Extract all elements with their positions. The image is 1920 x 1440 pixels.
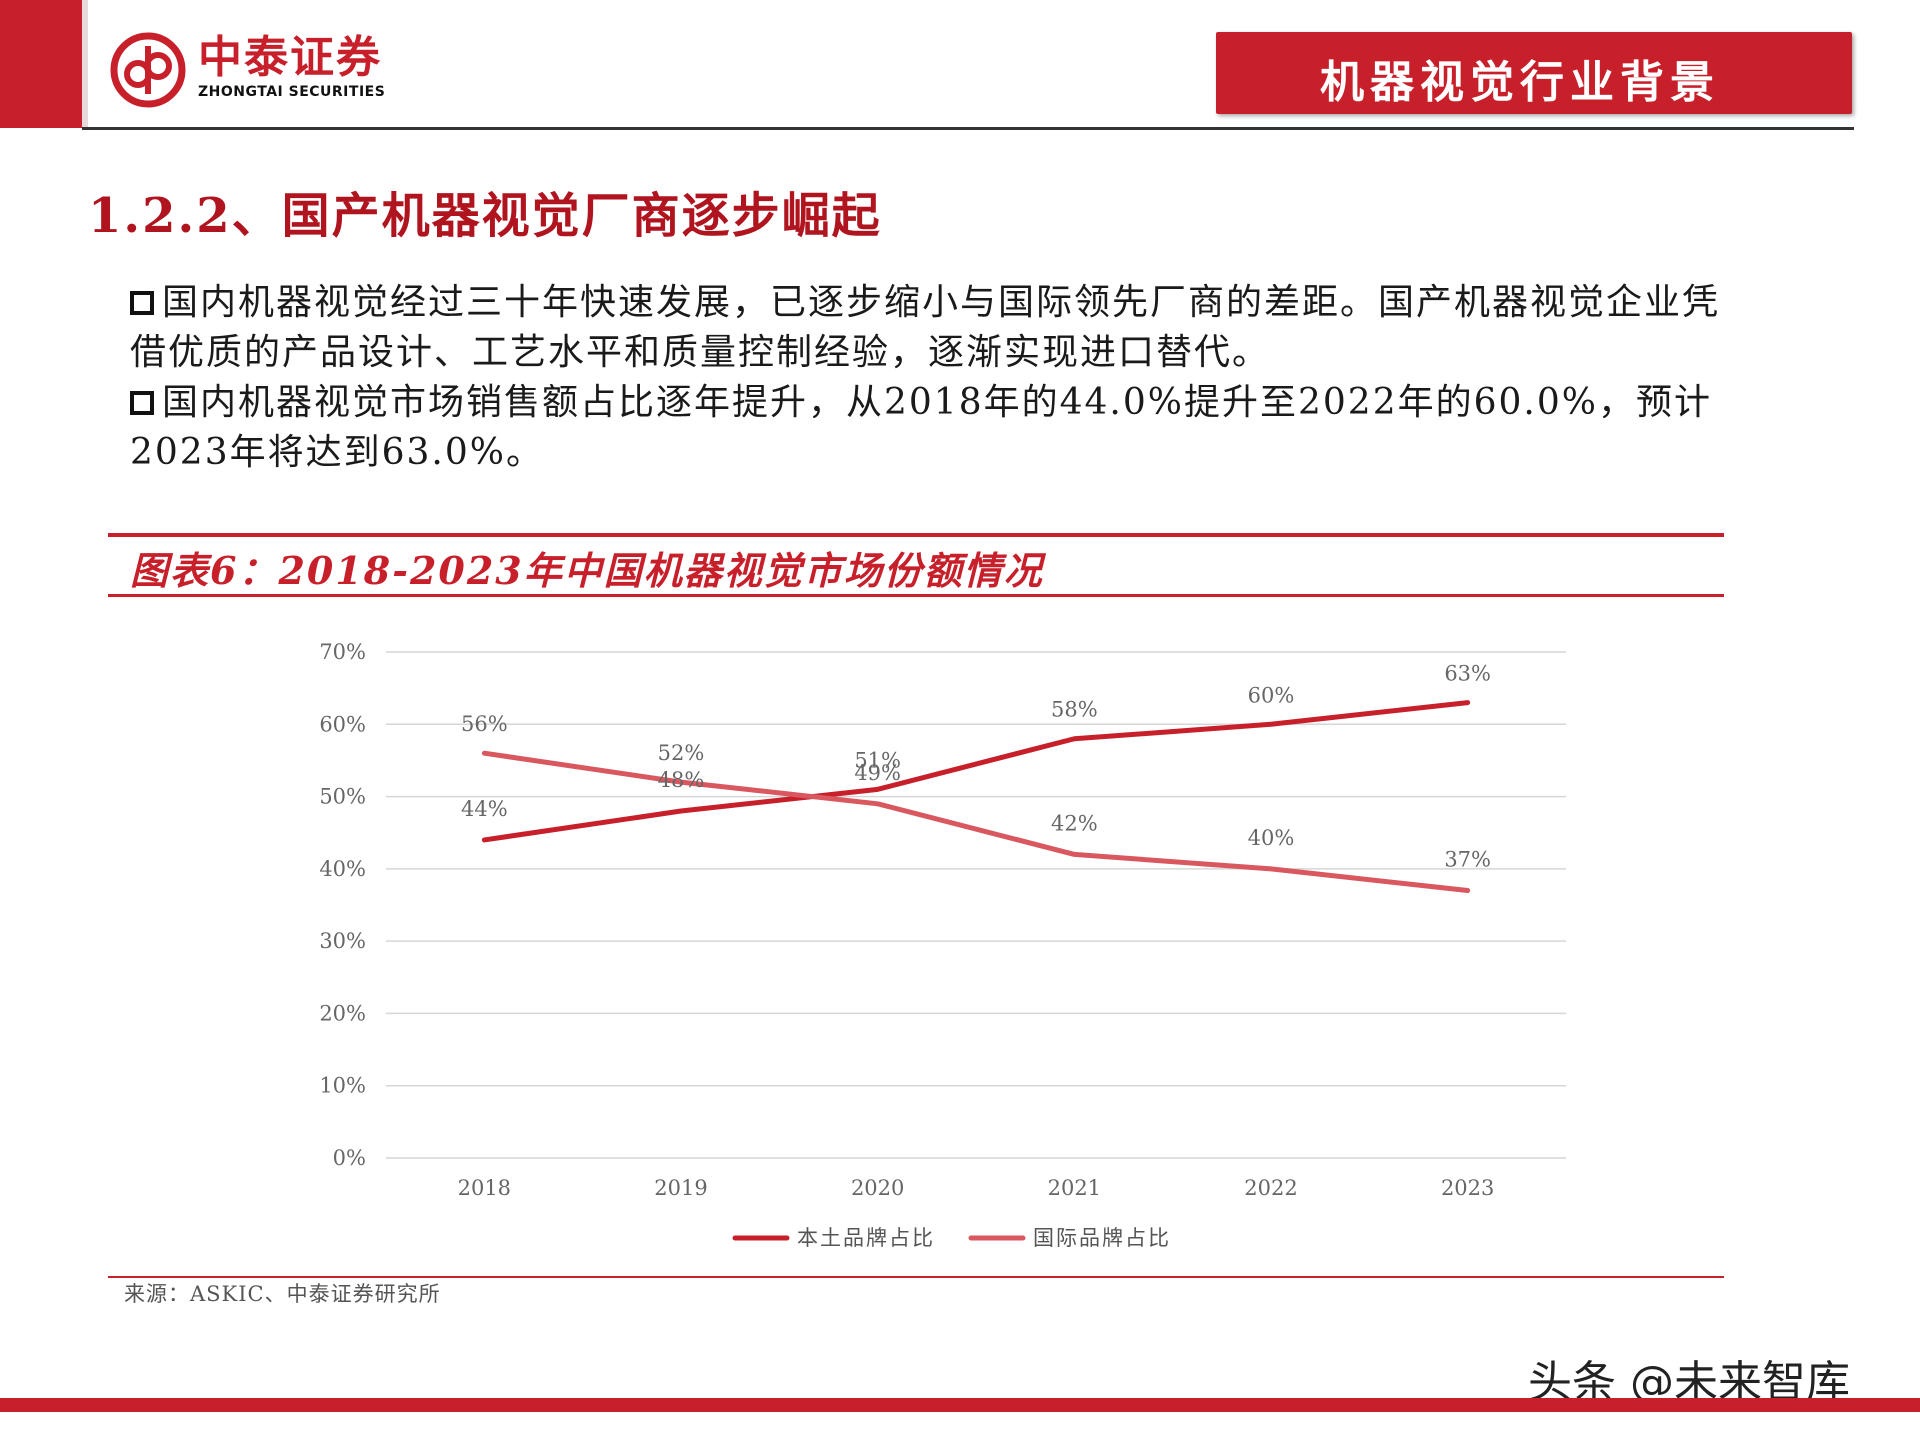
data-label: 60%: [1248, 683, 1295, 707]
y-tick-label: 10%: [319, 1074, 366, 1098]
data-label: 44%: [461, 797, 508, 821]
paragraph-2-text: 国内机器视觉市场销售额占比逐年提升，从2018年的44.0%提升至2022年的6…: [130, 382, 1712, 473]
paragraph-1-text: 国内机器视觉经过三十年快速发展，已逐步缩小与国际领先厂商的差距。国产机器视觉企业…: [130, 282, 1721, 373]
header-accent-bar: [0, 0, 82, 128]
y-tick-label: 40%: [319, 857, 366, 881]
chart-top-rule: [108, 533, 1724, 537]
banner-text: 机器视觉行业背景: [1320, 57, 1720, 108]
x-tick-label: 2018: [458, 1176, 511, 1200]
data-label: 42%: [1051, 811, 1098, 835]
x-tick-label: 2021: [1048, 1176, 1101, 1200]
data-label: 63%: [1444, 662, 1491, 686]
chart-title-rule: [108, 594, 1724, 597]
y-tick-label: 60%: [319, 712, 366, 736]
square-bullet-icon: [130, 291, 154, 315]
x-tick-label: 2022: [1244, 1176, 1297, 1200]
square-bullet-icon: [130, 391, 154, 415]
paragraph-2: 国内机器视觉市场销售额占比逐年提升，从2018年的44.0%提升至2022年的6…: [130, 378, 1750, 478]
footer-bar: [0, 1398, 1920, 1412]
header-divider: [82, 127, 1854, 130]
data-label: 52%: [658, 741, 705, 765]
data-label: 49%: [854, 761, 901, 785]
series-line-2: [481, 750, 1471, 894]
series-line-1: [481, 700, 1471, 843]
data-label: 48%: [658, 768, 705, 792]
y-tick-label: 30%: [319, 929, 366, 953]
x-tick-label: 2023: [1441, 1176, 1494, 1200]
logo-text-en: ZHONGTAI SECURITIES: [198, 84, 386, 100]
x-tick-label: 2020: [851, 1176, 904, 1200]
data-label: 58%: [1051, 698, 1098, 722]
y-tick-label: 50%: [319, 785, 366, 809]
chart-title: 图表6：2018-2023年中国机器视觉市场份额情况: [130, 548, 1044, 593]
legend-label: 国际品牌占比: [1033, 1226, 1171, 1250]
data-label: 51%: [854, 748, 901, 772]
data-label: 40%: [1248, 826, 1295, 850]
legend-label: 本土品牌占比: [797, 1226, 935, 1250]
data-label: 37%: [1444, 848, 1491, 872]
source-note: 来源：ASKIC、中泰证券研究所: [124, 1282, 441, 1306]
chart-bottom-rule: [108, 1276, 1724, 1278]
header-accent-stripe: [82, 0, 88, 128]
section-banner: 机器视觉行业背景: [1216, 32, 1852, 114]
y-tick-label: 70%: [319, 640, 366, 664]
logo-text-cn: 中泰证券: [198, 32, 382, 83]
y-tick-label: 0%: [333, 1146, 366, 1170]
paragraph-1: 国内机器视觉经过三十年快速发展，已逐步缩小与国际领先厂商的差距。国产机器视觉企业…: [130, 278, 1750, 378]
zhongtai-logo-icon: [110, 32, 186, 108]
y-tick-label: 20%: [319, 1001, 366, 1025]
x-tick-label: 2019: [654, 1176, 707, 1200]
section-title: 1.2.2、国产机器视觉厂商逐步崛起: [88, 188, 882, 244]
data-label: 56%: [461, 712, 508, 736]
